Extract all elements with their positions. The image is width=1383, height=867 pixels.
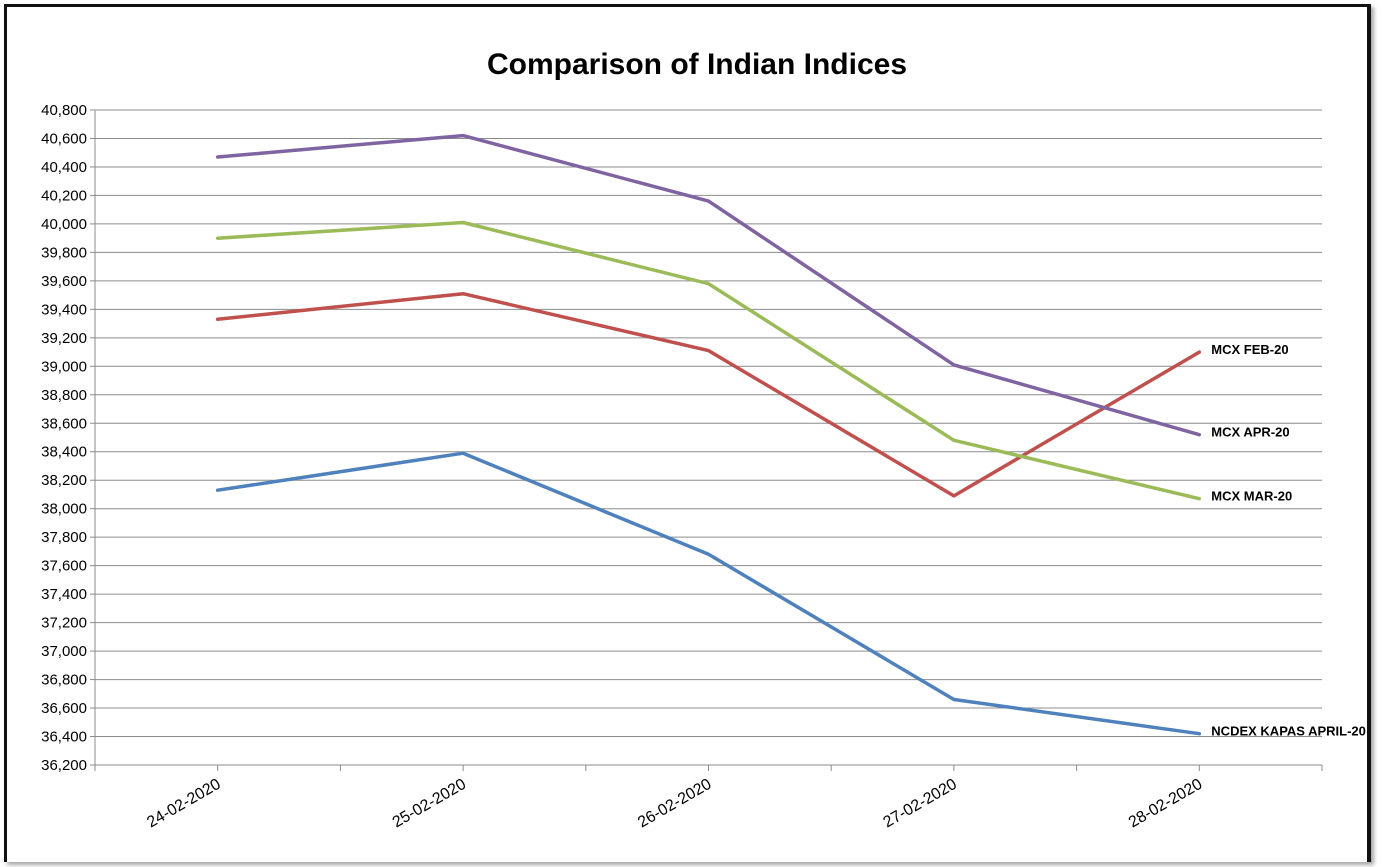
series-label: MCX FEB-20 bbox=[1211, 342, 1288, 357]
y-tick-label: 36,600 bbox=[41, 700, 87, 717]
y-tick-label: 40,400 bbox=[41, 159, 87, 176]
line-chart: Comparison of Indian Indices 36,200 36,40… bbox=[41, 48, 1366, 832]
y-tick-label: 38,800 bbox=[41, 387, 87, 404]
y-tick-label: 39,800 bbox=[41, 244, 87, 261]
series-label: NCDEX KAPAS APRIL-20 bbox=[1211, 724, 1366, 739]
chart-title: Comparison of Indian Indices bbox=[487, 48, 907, 81]
chart-frame: Comparison of Indian Indices 36,200 36,40… bbox=[4, 4, 1371, 862]
y-tick-label: 40,800 bbox=[41, 102, 87, 119]
series-line-3 bbox=[215, 133, 1202, 437]
y-tick-label: 38,200 bbox=[41, 472, 87, 489]
x-tick-label: 27-02-2020 bbox=[881, 776, 960, 832]
series-label: MCX APR-20 bbox=[1211, 425, 1289, 440]
series-line-1 bbox=[215, 291, 1202, 498]
y-tick-label: 40,600 bbox=[41, 130, 87, 147]
series-line-0 bbox=[215, 451, 1202, 736]
y-tick-label: 37,000 bbox=[41, 643, 87, 660]
y-tick-label: 36,800 bbox=[41, 672, 87, 689]
y-tick-label: 37,800 bbox=[41, 529, 87, 546]
x-tick-label: 26-02-2020 bbox=[635, 776, 714, 832]
y-tick-label: 37,200 bbox=[41, 615, 87, 632]
series-labels: NCDEX KAPAS APRIL-20 MCX FEB-20 MCX MAR-20… bbox=[1211, 342, 1366, 739]
series-lines bbox=[215, 133, 1202, 736]
y-tick-label: 40,000 bbox=[41, 216, 87, 233]
y-tick-label: 36,400 bbox=[41, 729, 87, 746]
y-tick-label: 40,200 bbox=[41, 187, 87, 204]
y-tick-label: 37,400 bbox=[41, 586, 87, 603]
series-label: MCX MAR-20 bbox=[1211, 489, 1292, 504]
series-line-2 bbox=[215, 220, 1202, 501]
y-tick-label: 39,200 bbox=[41, 330, 87, 347]
y-tick-label: 38,000 bbox=[41, 501, 87, 518]
x-tick-label: 28-02-2020 bbox=[1126, 776, 1205, 832]
y-tick-label: 38,600 bbox=[41, 415, 87, 432]
axes bbox=[90, 109, 1323, 771]
x-tick-label: 24-02-2020 bbox=[144, 776, 223, 832]
y-axis-tick-labels: 36,200 36,400 36,600 36,800 37,000 37,200 37,4… bbox=[41, 102, 87, 774]
y-tick-label: 39,600 bbox=[41, 273, 87, 290]
y-tick-label: 39,400 bbox=[41, 301, 87, 318]
y-tick-label: 38,400 bbox=[41, 444, 87, 461]
gridlines bbox=[95, 109, 1322, 738]
y-tick-label: 36,200 bbox=[41, 757, 87, 774]
y-tick-label: 39,000 bbox=[41, 358, 87, 375]
x-tick-label: 25-02-2020 bbox=[390, 776, 469, 832]
x-axis-tick-labels: 24-02-2020 25-02-2020 26-02-2020 27-02-2020… bbox=[144, 776, 1205, 832]
y-tick-label: 37,600 bbox=[41, 558, 87, 575]
